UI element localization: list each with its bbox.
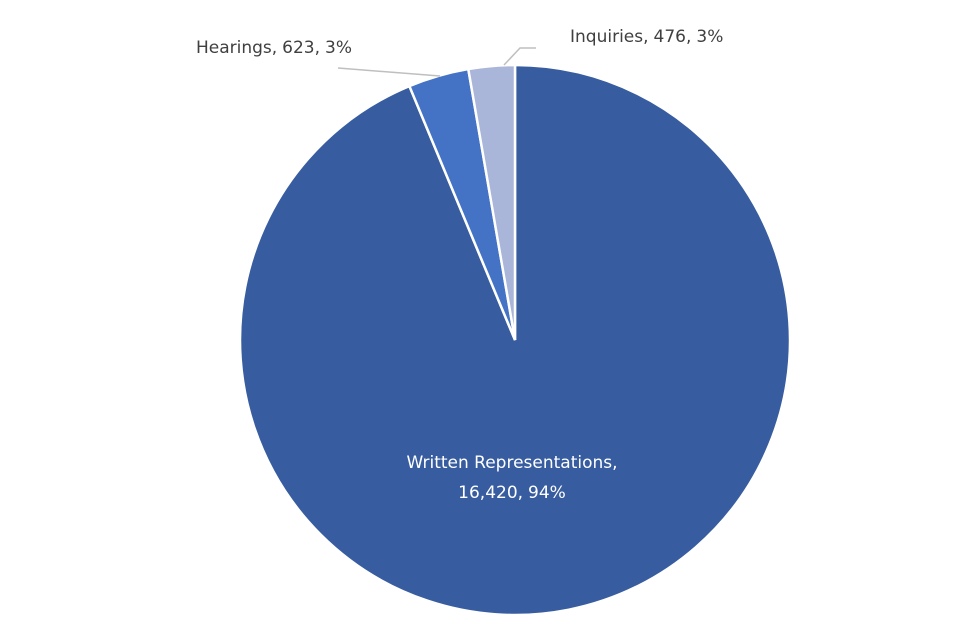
slice: [466, 63, 517, 341]
value-label: 16,420: [458, 483, 517, 503]
category-label: Inquiries: [570, 27, 643, 47]
separator: ,: [686, 27, 691, 47]
separator: ,: [272, 38, 277, 58]
leader-line: [337, 67, 441, 77]
category-label: Written Representations: [406, 453, 612, 473]
value-label: 476: [654, 27, 686, 47]
percent-label: 3%: [325, 38, 352, 58]
percent-label: 3%: [696, 27, 723, 47]
leader-line: [503, 47, 536, 66]
data-label: Inquiries, 476, 3%: [570, 27, 723, 47]
data-label: Hearings, 623, 3%: [196, 38, 352, 58]
separator: ,: [612, 453, 617, 473]
category-label: Hearings: [196, 38, 272, 58]
separator: ,: [518, 483, 523, 503]
percent-label: 94%: [528, 483, 566, 503]
value-label: 623: [282, 38, 314, 58]
separator: ,: [315, 38, 320, 58]
data-label: Written Representations, 16,420, 94%: [406, 453, 617, 503]
separator: ,: [643, 27, 648, 47]
